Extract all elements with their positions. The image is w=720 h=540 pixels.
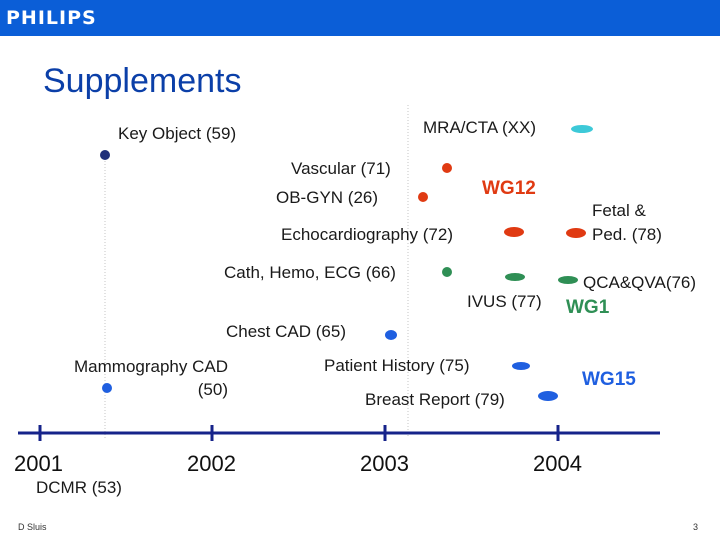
marker-fetal-ped bbox=[566, 228, 586, 238]
marker-cath-hemo-ecg bbox=[442, 267, 452, 277]
marker-patient-history bbox=[512, 362, 530, 370]
year-label-2004: 2004 bbox=[533, 451, 582, 476]
marker-mammography-cad bbox=[102, 383, 112, 393]
philips-logo: PHILIPS bbox=[6, 7, 97, 29]
marker-ob-gyn bbox=[418, 192, 428, 202]
label-breast-report: Breast Report (79) bbox=[365, 390, 505, 409]
page-title: Supplements bbox=[43, 62, 242, 100]
label-dcmr: DCMR (53) bbox=[36, 478, 122, 497]
label-echocardiography: Echocardiography (72) bbox=[281, 225, 453, 244]
marker-breast-report bbox=[538, 391, 558, 401]
label-vascular: Vascular (71) bbox=[291, 159, 391, 178]
marker-echocardiography bbox=[504, 227, 524, 237]
year-label-2002: 2002 bbox=[187, 451, 236, 476]
marker-mra-cta bbox=[571, 125, 593, 133]
wg12-label: WG12 bbox=[482, 178, 536, 199]
label-mammography-cad: Mammography CAD (50) bbox=[74, 357, 228, 399]
label-patient-history: Patient History (75) bbox=[324, 356, 470, 375]
label-chest-cad: Chest CAD (65) bbox=[226, 322, 346, 341]
label-ob-gyn: OB-GYN (26) bbox=[276, 188, 379, 207]
wg15-label: WG15 bbox=[582, 369, 636, 390]
label-cath-hemo-ecg: Cath, Hemo, ECG (66) bbox=[224, 263, 396, 282]
header-bar: PHILIPS bbox=[0, 0, 720, 36]
label-mra-cta: MRA/CTA (XX) bbox=[423, 118, 537, 137]
label-qca-qva: QCA&QVA(76) bbox=[583, 273, 697, 292]
wg1-label: WG1 bbox=[566, 297, 610, 318]
marker-key-object bbox=[100, 150, 110, 160]
year-label-2003: 2003 bbox=[360, 451, 409, 476]
year-label-2001: 2001 bbox=[14, 451, 63, 476]
marker-vascular bbox=[442, 163, 452, 173]
marker-qca-qva bbox=[558, 276, 578, 284]
marker-ivus bbox=[505, 273, 525, 281]
label-ivus: IVUS (77) bbox=[467, 292, 542, 311]
marker-chest-cad bbox=[385, 330, 397, 340]
label-key-object: Key Object (59) bbox=[118, 124, 237, 143]
footer-page-number: 3 bbox=[693, 522, 699, 532]
label-fetal-ped: Fetal & Ped. (78) bbox=[592, 201, 662, 244]
footer-author: D Sluis bbox=[18, 522, 47, 532]
